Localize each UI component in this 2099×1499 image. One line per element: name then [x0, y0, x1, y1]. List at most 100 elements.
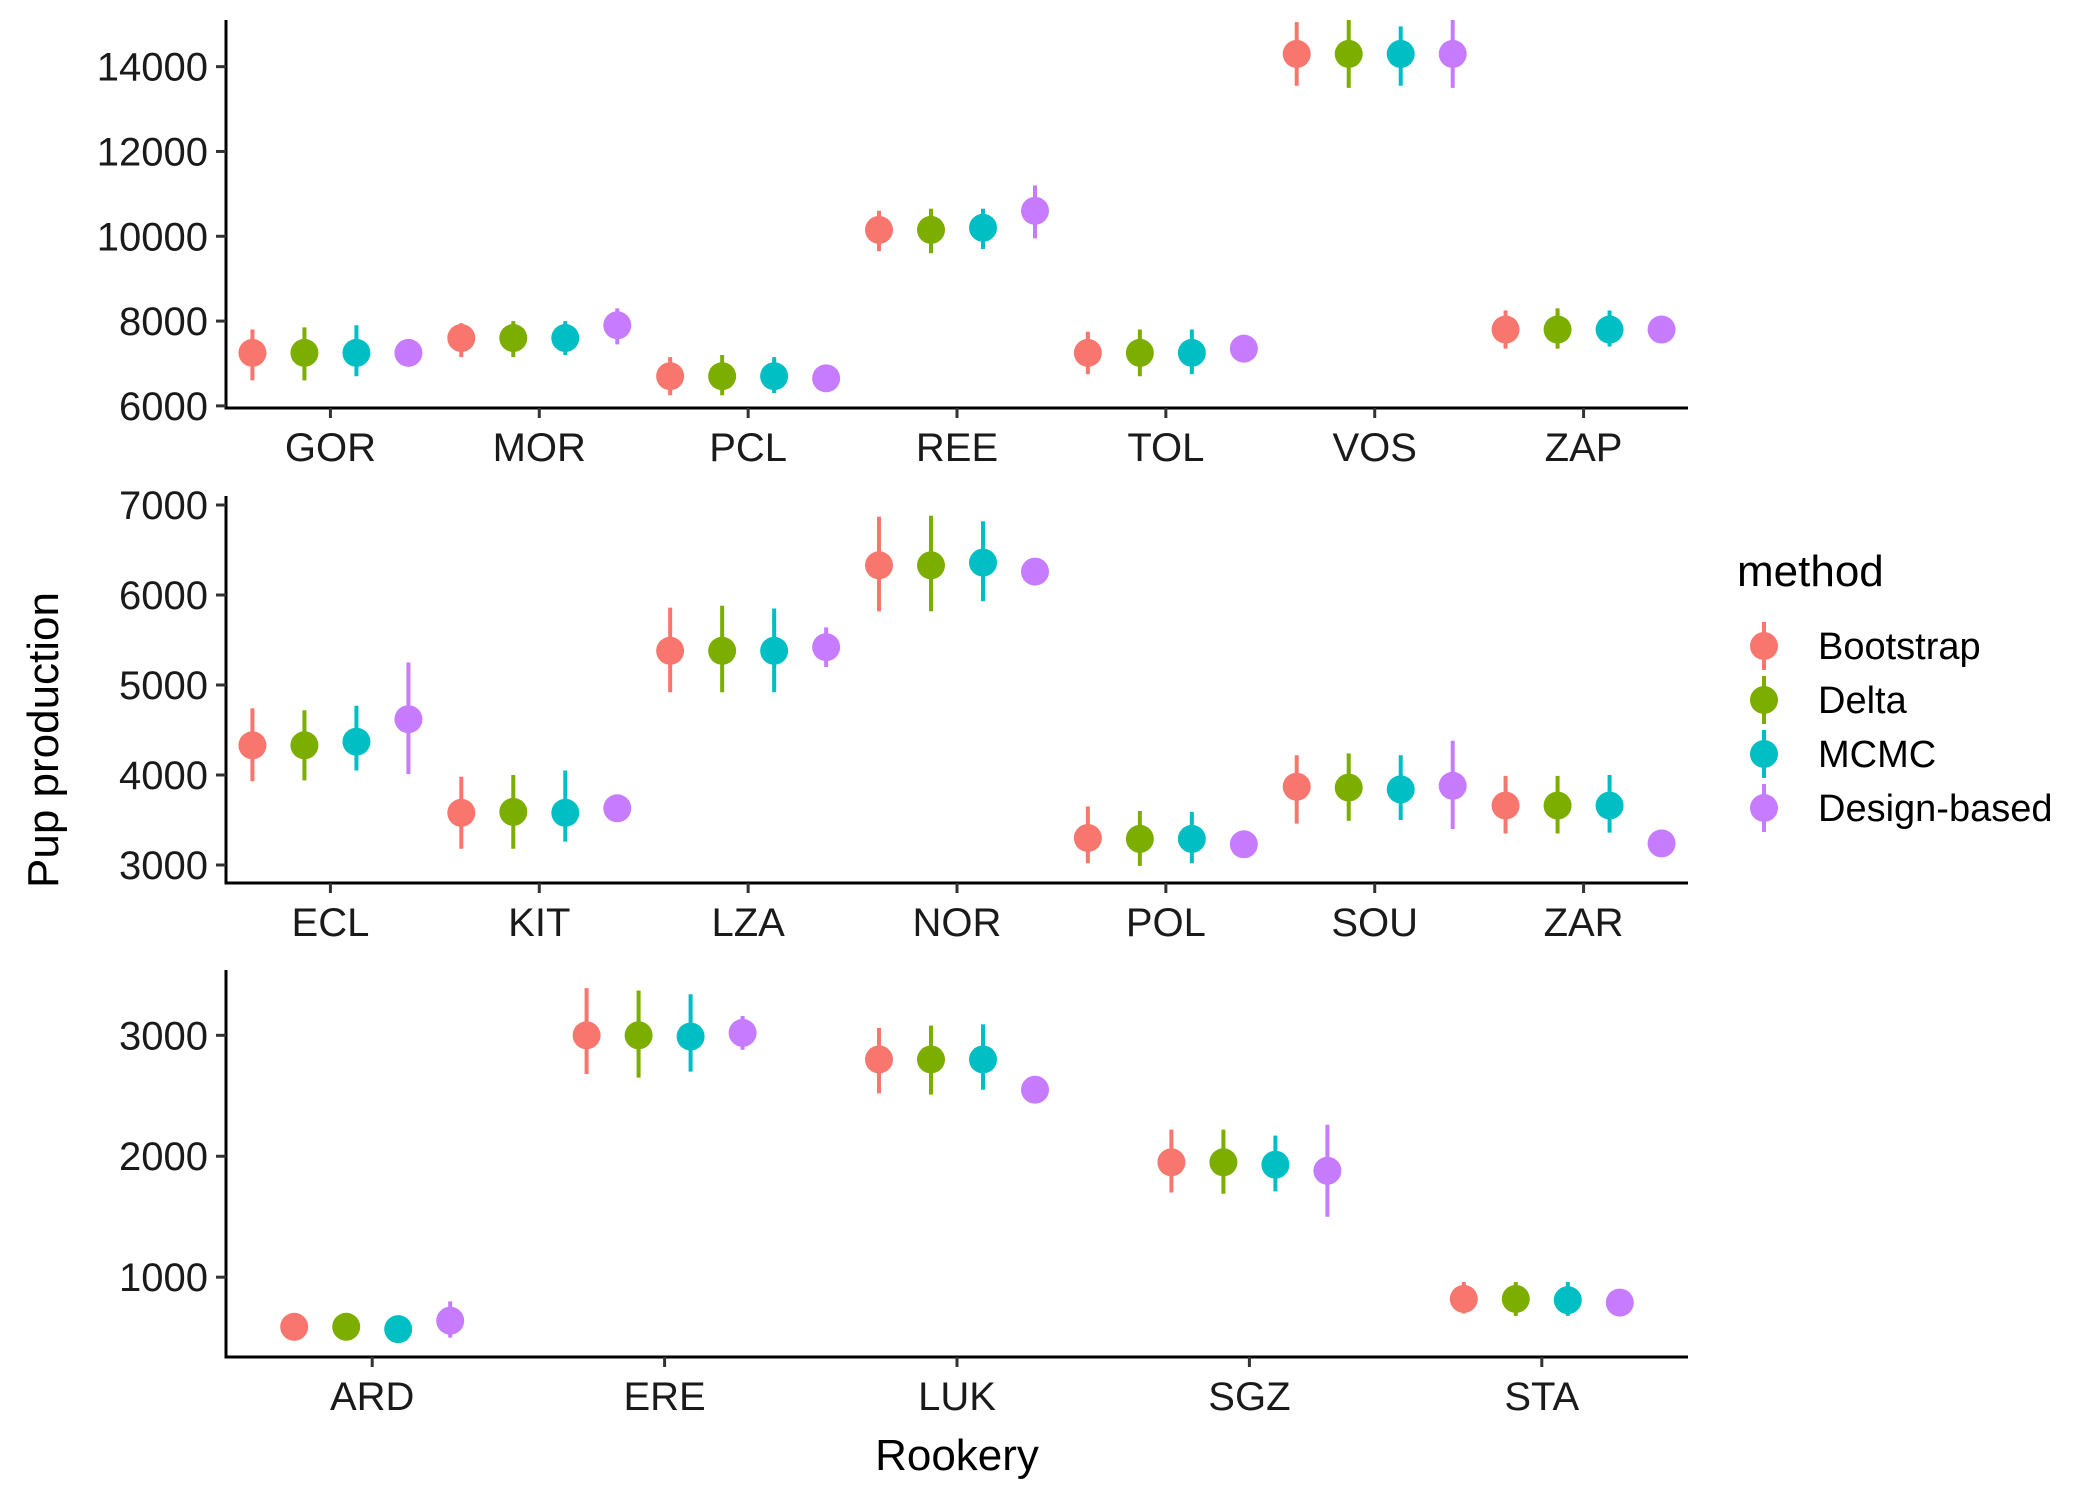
legend-item: Delta	[1750, 676, 1908, 724]
data-point	[290, 338, 319, 367]
data-point	[1021, 196, 1049, 225]
data-point	[1261, 1150, 1290, 1179]
legend-label: MCMC	[1818, 734, 1936, 776]
data-point	[708, 362, 737, 391]
legend-items: Bootstrap Delta MCMC Design-based	[1750, 622, 2052, 832]
data-point	[384, 1315, 413, 1344]
data-point	[342, 338, 371, 367]
legend-key-point	[1750, 794, 1778, 822]
data-point	[1449, 1284, 1478, 1313]
legend-key-point	[1750, 740, 1778, 768]
series-delta	[290, 20, 1572, 396]
data-point	[499, 324, 528, 353]
data-point	[1553, 1286, 1582, 1315]
series-design-based	[436, 1015, 1634, 1338]
data-point	[1334, 39, 1363, 68]
x-tick-label: VOS	[1332, 426, 1416, 470]
data-point	[572, 1021, 601, 1050]
y-tick-label: 14000	[97, 46, 208, 90]
data-point	[1229, 830, 1258, 859]
data-point	[1282, 39, 1311, 68]
data-point	[917, 1045, 945, 1074]
data-point	[812, 633, 841, 662]
x-tick-label: REE	[916, 426, 998, 470]
data-point	[1177, 338, 1206, 367]
series-mcmc	[342, 521, 1624, 864]
y-tick-label: 3000	[119, 844, 208, 888]
y-tick-label: 5000	[119, 664, 208, 708]
x-tick-label: ZAR	[1544, 901, 1624, 945]
data-point	[1386, 39, 1415, 68]
data-point	[1157, 1148, 1186, 1177]
x-tick-label: KIT	[508, 901, 570, 945]
data-point	[969, 548, 997, 577]
data-point	[238, 338, 267, 367]
data-point	[917, 551, 945, 580]
legend: method Bootstrap Delta MCMC Design-based	[1737, 547, 2052, 832]
series-bootstrap	[238, 516, 1520, 864]
series-delta	[332, 990, 1530, 1341]
panel-1: 6000 8000 10000 12000 14000 GOR MOR PCL REE TOL VO…	[97, 20, 1688, 470]
data-point	[1386, 775, 1415, 804]
y-tick-label: 4000	[119, 754, 208, 798]
data-point	[603, 794, 632, 823]
data-point	[238, 731, 267, 760]
data-point	[1491, 315, 1520, 344]
data-point	[342, 727, 371, 756]
legend-item: Design-based	[1750, 784, 2052, 832]
x-tick-label: MOR	[493, 426, 586, 470]
data-point	[1543, 791, 1572, 820]
data-point	[969, 1045, 997, 1074]
data-point	[865, 215, 893, 244]
x-tick-label: ARD	[330, 1375, 414, 1419]
y-tick-label: 6000	[119, 385, 208, 429]
series-design-based	[394, 557, 1676, 859]
y-tick-label: 12000	[97, 130, 208, 174]
y-tick-label: 2000	[119, 1135, 208, 1179]
x-tick-label: ECL	[292, 901, 370, 945]
data-point	[812, 364, 841, 393]
data-point	[1177, 824, 1206, 853]
series-bootstrap	[280, 988, 1478, 1341]
chart-panels: 6000 8000 10000 12000 14000 GOR MOR PCL REE TOL VO…	[97, 20, 1688, 1419]
data-point	[332, 1312, 361, 1341]
data-point	[1647, 829, 1676, 858]
y-tick-label: 10000	[97, 215, 208, 259]
data-point	[447, 798, 476, 827]
y-tick-label: 8000	[119, 300, 208, 344]
data-point	[728, 1018, 757, 1047]
series-mcmc	[384, 994, 1582, 1344]
legend-key-point	[1750, 632, 1778, 660]
data-point	[969, 213, 997, 242]
x-tick-label: SGZ	[1208, 1375, 1290, 1419]
data-point	[394, 338, 423, 367]
x-tick-label: PCL	[709, 426, 787, 470]
data-point	[865, 1045, 893, 1074]
data-point	[1595, 315, 1624, 344]
data-point	[1313, 1156, 1342, 1185]
data-point	[656, 362, 685, 391]
x-tick-label: SOU	[1331, 901, 1418, 945]
data-point	[676, 1022, 705, 1051]
data-point	[656, 636, 685, 665]
x-tick-label: NOR	[913, 901, 1002, 945]
series-bootstrap	[238, 22, 1520, 396]
series-design-based	[394, 20, 1676, 393]
x-tick-label: LZA	[711, 901, 785, 945]
data-point	[1073, 824, 1102, 852]
legend-label: Bootstrap	[1818, 626, 1981, 668]
data-point	[1438, 771, 1467, 800]
series-delta	[290, 515, 1572, 866]
legend-item: MCMC	[1750, 730, 1936, 778]
legend-label: Delta	[1818, 680, 1908, 722]
y-tick-label: 3000	[119, 1014, 208, 1058]
x-tick-label: POL	[1126, 901, 1206, 945]
y-tick-label: 7000	[119, 484, 208, 528]
x-tick-label: ZAP	[1545, 426, 1623, 470]
series-mcmc	[342, 26, 1624, 394]
data-point	[394, 705, 423, 734]
data-point	[280, 1312, 309, 1341]
data-point	[290, 731, 319, 760]
panel-2: 3000 4000 5000 6000 7000 ECL KIT LZA NOR POL SOU ZA…	[119, 484, 1688, 945]
data-point	[499, 797, 528, 826]
